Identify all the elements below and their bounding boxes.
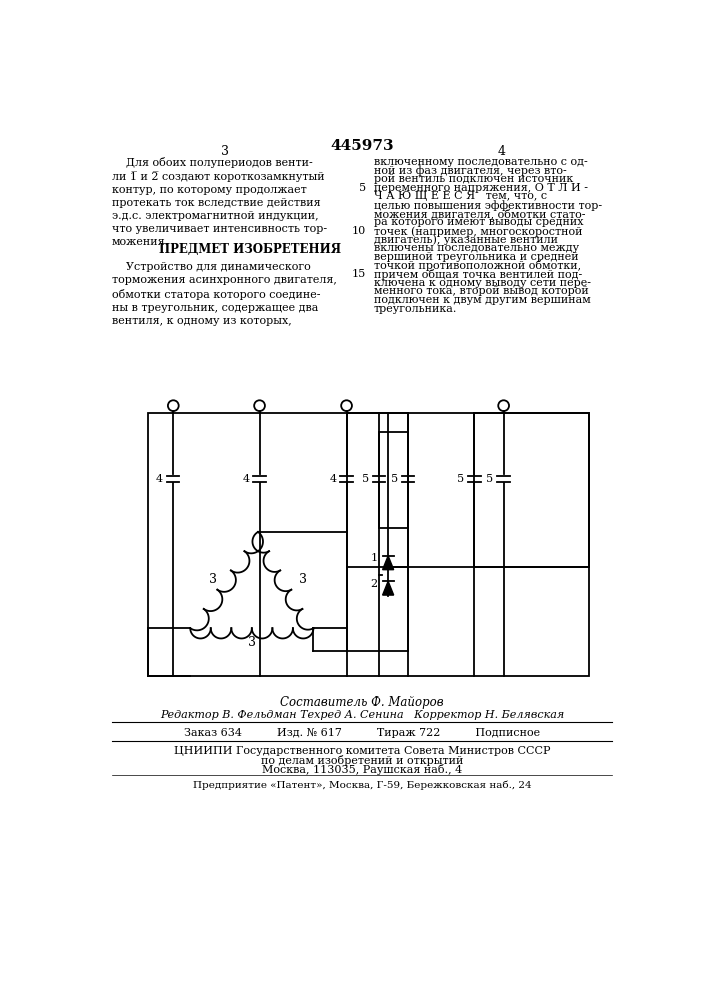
Text: Москва, 113035, Раушская наб., 4: Москва, 113035, Раушская наб., 4 [262,764,462,775]
Text: рой вентиль подключен источник: рой вентиль подключен источник [373,174,573,184]
Text: 1: 1 [370,553,378,563]
Text: ЦНИИПИ Государственного комитета Совета Министров СССР: ЦНИИПИ Государственного комитета Совета … [174,746,550,756]
Text: 15: 15 [351,269,366,279]
Text: 5: 5 [457,474,464,484]
Text: треугольника.: треугольника. [373,304,457,314]
Text: 3: 3 [209,573,217,586]
Text: включены последовательно между: включены последовательно между [373,243,578,253]
Text: можения двигателя, обмотки стато-: можения двигателя, обмотки стато- [373,209,585,219]
Text: Предприятие «Патент», Москва, Г-59, Бережковская наб., 24: Предприятие «Патент», Москва, Г-59, Бере… [192,781,531,790]
Text: 3: 3 [248,636,256,649]
Text: Заказ 634          Изд. № 617          Тираж 722          Подписное: Заказ 634 Изд. № 617 Тираж 722 Подписное [184,728,540,738]
Polygon shape [382,556,394,570]
Text: 4: 4 [243,474,250,484]
Text: 5: 5 [391,474,398,484]
Text: 4: 4 [156,474,163,484]
Text: 2: 2 [370,579,378,589]
Text: точкой противоположной обмотки,: точкой противоположной обмотки, [373,260,580,271]
Text: Составитель Ф. Майоров: Составитель Ф. Майоров [280,696,444,709]
Text: менного тока, второй вывод которой: менного тока, второй вывод которой [373,286,588,296]
Text: 445973: 445973 [330,139,394,153]
Text: подключен к двум другим вершинам: подключен к двум другим вершинам [373,295,590,305]
Text: 3: 3 [298,573,307,586]
Text: 4: 4 [329,474,337,484]
Text: ра которого имеют выводы средних: ра которого имеют выводы средних [373,217,583,227]
Text: включенному последовательно с од-: включенному последовательно с од- [373,157,588,167]
Text: причем общая точка вентилей под-: причем общая точка вентилей под- [373,269,582,280]
Bar [346,413,408,567]
Text: ПРЕДМЕТ ИЗОБРЕТЕНИЯ: ПРЕДМЕТ ИЗОБРЕТЕНИЯ [160,243,341,256]
Text: ключена к одному выводу сети пере-: ключена к одному выводу сети пере- [373,278,590,288]
Bar [474,413,589,567]
Text: двигатель), указанные вентили: двигатель), указанные вентили [373,235,558,245]
Text: вершиной треугольника и средней: вершиной треугольника и средней [373,252,578,262]
Text: точек (например, многоскоростной: точек (например, многоскоростной [373,226,582,237]
Text: 5: 5 [486,474,493,484]
Text: Устройство для динамического
торможения асинхронного двигателя,
обмотки статора : Устройство для динамического торможения … [112,262,337,326]
Text: ной из фаз двигателя, через вто-: ной из фаз двигателя, через вто- [373,166,566,176]
Text: целью повышения эффективности тор-: целью повышения эффективности тор- [373,200,602,211]
Text: по делам изобретений и открытий: по делам изобретений и открытий [261,755,463,766]
Text: 5: 5 [358,183,366,193]
Text: 4: 4 [498,145,506,158]
Text: 5: 5 [362,474,369,484]
Text: переменного напряжения, О Т Л И -: переменного напряжения, О Т Л И - [373,183,588,193]
Text: 10: 10 [351,226,366,236]
Text: Для обоих полупериодов венти-
ли 1̅ и 2̅ создают короткозамкнутый
контур, по кот: Для обоих полупериодов венти- ли 1̅ и 2̅… [112,157,327,247]
Polygon shape [382,581,394,595]
Bar [148,413,589,676]
Text: Ч А Ю Щ Е Е С Я   тем, что, с: Ч А Ю Щ Е Е С Я тем, что, с [373,191,547,201]
Text: Редактор В. Фельдман Техред А. Сенина   Корректор Н. Белявская: Редактор В. Фельдман Техред А. Сенина Ко… [160,710,564,720]
Bar [379,432,408,528]
Text: 3: 3 [221,145,229,158]
